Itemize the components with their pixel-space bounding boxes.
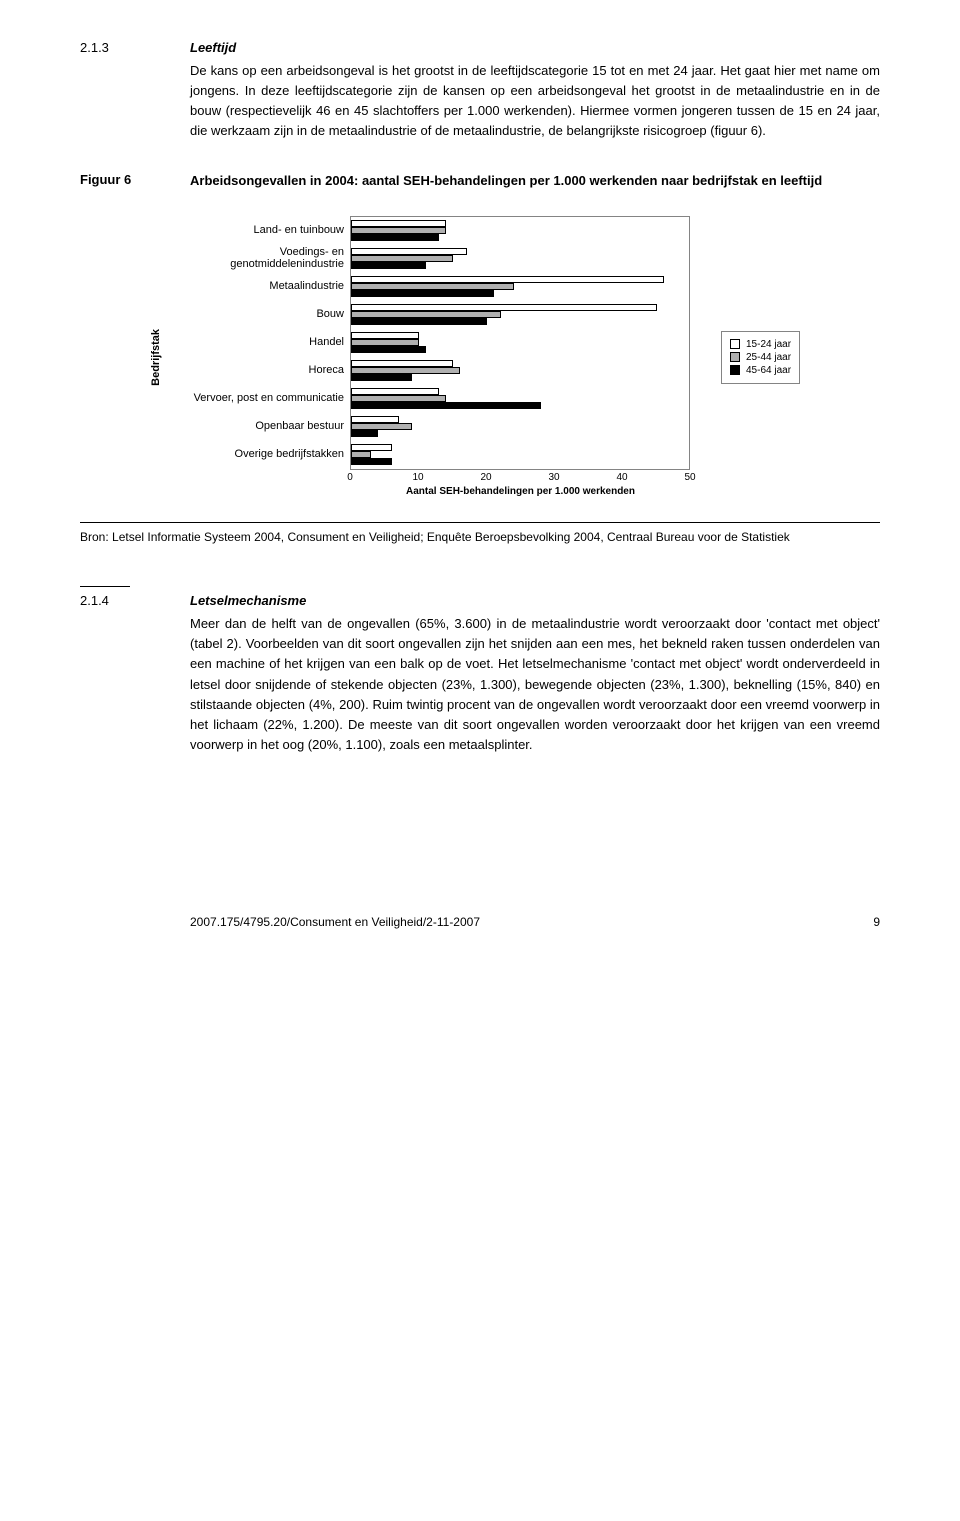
chart-bar [351, 262, 426, 269]
section-213-body: De kans op een arbeidsongeval is het gro… [190, 61, 880, 142]
figure-6-heading: Figuur 6 Arbeidsongevallen in 2004: aant… [80, 172, 880, 191]
chart-bar [351, 234, 439, 241]
legend-swatch [730, 339, 740, 349]
chart-bar [351, 430, 378, 437]
chart-bar [351, 388, 439, 395]
footer-left: 2007.175/4795.20/Consument en Veiligheid… [190, 915, 480, 929]
chart-bar [351, 227, 446, 234]
section-title: Leeftijd [190, 40, 236, 55]
chart-bar-group [351, 441, 689, 469]
legend-item: 15-24 jaar [730, 338, 791, 351]
chart-bar-group [351, 245, 689, 273]
chart-bar-group [351, 217, 689, 245]
page-footer: 2007.175/4795.20/Consument en Veiligheid… [190, 915, 880, 929]
chart-bar [351, 416, 399, 423]
chart-category-label: Horeca [170, 356, 350, 384]
figure-title: Arbeidsongevallen in 2004: aantal SEH-be… [190, 172, 822, 191]
chart-category-label: Bouw [170, 300, 350, 328]
chart-bar-group [351, 413, 689, 441]
divider [80, 522, 880, 523]
small-rule [80, 586, 130, 587]
chart-xtick: 40 [616, 472, 627, 483]
legend-item: 45-64 jaar [730, 364, 791, 377]
legend-label: 45-64 jaar [746, 365, 791, 376]
chart-bar [351, 444, 392, 451]
chart-bar [351, 248, 467, 255]
chart-bar [351, 332, 419, 339]
chart-bar [351, 458, 392, 465]
chart-bar [351, 255, 453, 262]
chart-bar [351, 276, 664, 283]
section-214-body: Meer dan de helft van de ongevallen (65%… [190, 614, 880, 755]
legend-swatch [730, 365, 740, 375]
section-214-head: 2.1.4 Letselmechanisme [80, 593, 880, 608]
chart-category-label: Overige bedrijfstakken [170, 440, 350, 468]
section-number: 2.1.4 [80, 593, 190, 608]
chart-category-label: Metaalindustrie [170, 272, 350, 300]
figure-label: Figuur 6 [80, 172, 190, 187]
chart-bar [351, 402, 541, 409]
chart-bar [351, 290, 494, 297]
figure-6-chart: Bedrijfstak Land- en tuinbouwVoedings- e… [150, 216, 880, 498]
chart-bar [351, 304, 657, 311]
section-number: 2.1.3 [80, 40, 190, 55]
section-213-head: 2.1.3 Leeftijd [80, 40, 880, 55]
chart-bar-group [351, 301, 689, 329]
chart-bar [351, 318, 487, 325]
chart-category-label: Land- en tuinbouw [170, 216, 350, 244]
chart-bar [351, 360, 453, 367]
chart-bar [351, 451, 371, 458]
chart-xtick: 10 [412, 472, 423, 483]
chart-category-label: Openbaar bestuur [170, 412, 350, 440]
chart-xlabel: Aantal SEH-behandelingen per 1.000 werke… [350, 486, 691, 497]
chart-bar-group [351, 357, 689, 385]
chart-bar [351, 367, 460, 374]
chart-bar [351, 374, 412, 381]
chart-bar [351, 311, 501, 318]
figure-source-note: Bron: Letsel Informatie Systeem 2004, Co… [80, 529, 880, 546]
chart-category-label: Voedings- en genotmiddelenindustrie [170, 244, 350, 272]
chart-bar [351, 346, 426, 353]
chart-bar [351, 220, 446, 227]
legend-label: 15-24 jaar [746, 339, 791, 350]
chart-xtick: 0 [347, 472, 353, 483]
chart-xtick: 30 [548, 472, 559, 483]
legend-label: 25-44 jaar [746, 352, 791, 363]
footer-page-number: 9 [873, 915, 880, 929]
chart-bar [351, 283, 514, 290]
legend-swatch [730, 352, 740, 362]
chart-ylabel: Bedrijfstak [150, 329, 162, 386]
chart-bar-group [351, 273, 689, 301]
legend-item: 25-44 jaar [730, 351, 791, 364]
chart-bar-group [351, 385, 689, 413]
chart-category-label: Handel [170, 328, 350, 356]
chart-category-label: Vervoer, post en communicatie [170, 384, 350, 412]
chart-bar [351, 395, 446, 402]
chart-bar-group [351, 329, 689, 357]
chart-bar [351, 339, 419, 346]
chart-xtick: 20 [480, 472, 491, 483]
section-title: Letselmechanisme [190, 593, 306, 608]
chart-legend: 15-24 jaar 25-44 jaar 45-64 jaar [721, 331, 800, 384]
chart-xtick: 50 [684, 472, 695, 483]
chart-bar [351, 423, 412, 430]
